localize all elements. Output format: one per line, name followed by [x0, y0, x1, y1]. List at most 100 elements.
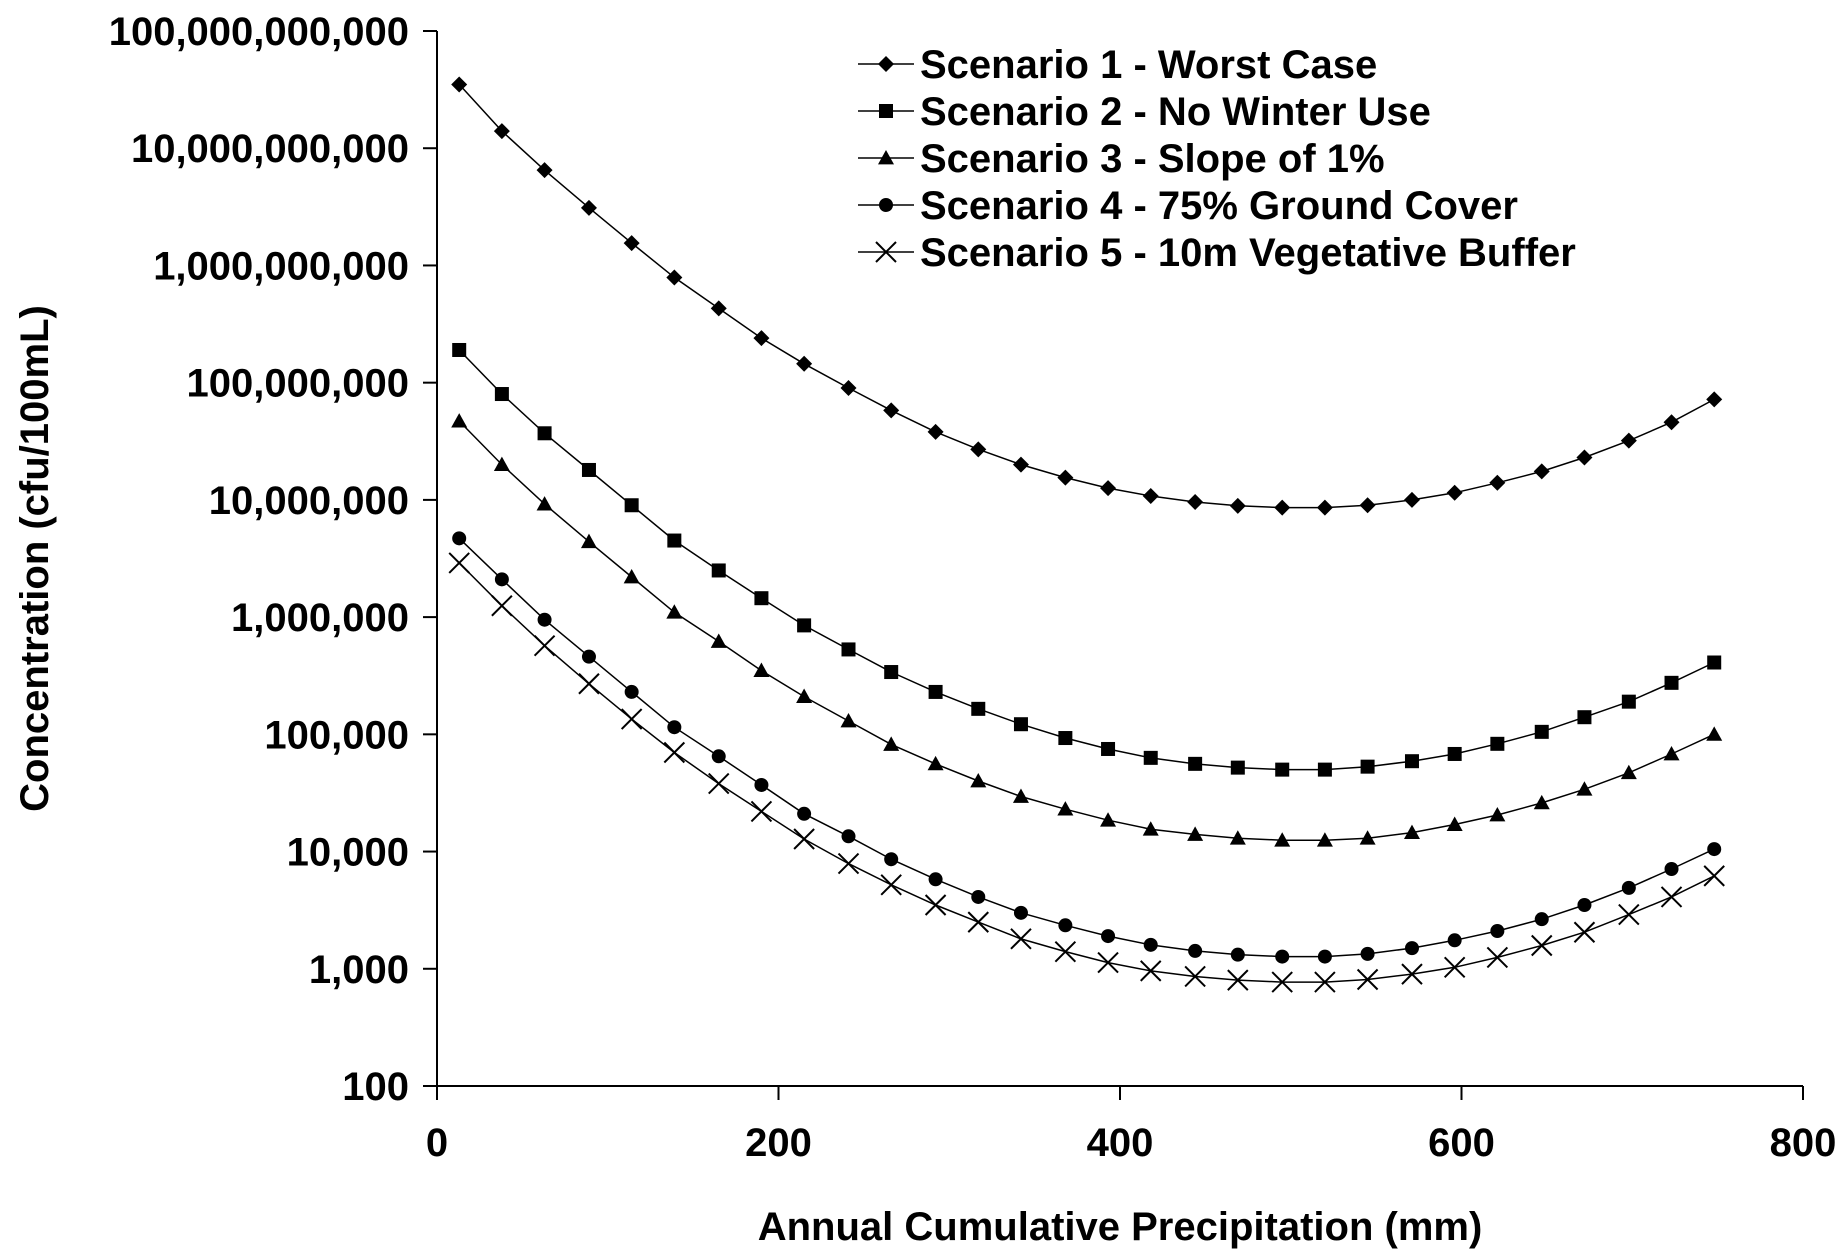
- legend-label: Scenario 2 - No Winter Use: [920, 90, 1431, 134]
- series-2-point: [1058, 731, 1073, 746]
- x-marker-stroke: [1486, 946, 1509, 969]
- series-1-point: [1403, 491, 1420, 508]
- x-marker-stroke: [1271, 971, 1293, 993]
- series-2-point: [1577, 710, 1592, 725]
- series-3-point: [451, 413, 468, 428]
- series-2-point: [1275, 762, 1290, 777]
- legend-item: Scenario 5 - 10m Vegetative Buffer: [858, 231, 1576, 275]
- series-1-point: [1142, 487, 1159, 504]
- series-2-point: [667, 533, 682, 548]
- series-layer: [448, 76, 1725, 993]
- series-1-point: [666, 269, 683, 286]
- series-4-point: [494, 572, 509, 587]
- series-2-point: [1534, 724, 1549, 739]
- series-1: [451, 76, 1723, 516]
- series-2-point: [1143, 750, 1158, 765]
- series-5-point: [1531, 934, 1553, 957]
- x-axis-ticks: 0 200 400 600 800: [426, 1086, 1836, 1165]
- legend-marker: [879, 104, 893, 118]
- x-marker-stroke: [1227, 969, 1249, 991]
- series-3-line: [458, 420, 1715, 841]
- legend-item: Scenario 4 - 75% Ground Cover: [858, 184, 1518, 228]
- x-marker-stroke: [1618, 903, 1640, 926]
- series-1-point: [710, 300, 727, 317]
- legend-marker: [875, 241, 897, 263]
- series-2-point: [884, 665, 899, 680]
- series-1-point: [451, 76, 468, 93]
- series-3-point: [710, 633, 727, 648]
- x-marker-stroke: [1660, 886, 1683, 908]
- series-4-point: [581, 649, 596, 664]
- x-marker-stroke: [533, 635, 556, 657]
- legend-item: Scenario 3 - Slope of 1%: [858, 137, 1385, 181]
- x-marker-stroke: [578, 673, 600, 695]
- series-4-point: [624, 684, 639, 699]
- series-3-point: [1620, 764, 1637, 780]
- series-2-point: [928, 684, 943, 699]
- series-5-point: [750, 800, 773, 823]
- x-marker-stroke: [793, 828, 815, 850]
- series-5-point: [793, 828, 815, 850]
- series-5-point: [1401, 963, 1423, 985]
- x-tick-label: 600: [1428, 1121, 1495, 1165]
- series-1-point: [927, 423, 944, 440]
- series-5-point: [880, 874, 902, 896]
- series-5-point: [1227, 969, 1249, 991]
- y-tick-label: 100,000,000,000: [109, 10, 409, 54]
- series-1-line: [458, 83, 1715, 509]
- series-1-point: [1489, 474, 1506, 491]
- legend-item: Scenario 2 - No Winter Use: [858, 90, 1431, 134]
- series-5-point: [1703, 865, 1725, 887]
- series-3-point: [1489, 807, 1506, 822]
- y-tick-label: 100: [342, 1065, 409, 1109]
- y-tick-label: 10,000,000,000: [131, 127, 409, 171]
- series-5-point: [837, 852, 860, 875]
- series-1-point: [623, 235, 640, 252]
- series-5-point: [708, 772, 730, 795]
- series-4-point: [797, 806, 812, 821]
- x-marker-stroke: [1097, 951, 1119, 974]
- series-3-point: [1012, 788, 1029, 803]
- x-marker-stroke: [1140, 960, 1162, 982]
- x-marker-stroke: [1531, 934, 1553, 957]
- series-2-line: [458, 349, 1715, 771]
- series-4-point: [971, 889, 986, 904]
- series-1-point: [1359, 497, 1376, 514]
- x-marker-stroke: [1443, 956, 1466, 978]
- series-1-point: [1533, 463, 1550, 480]
- series-3-point: [1706, 726, 1723, 741]
- series-4-point: [452, 531, 467, 546]
- series-1-point: [970, 441, 987, 458]
- series-3-point: [1359, 830, 1376, 845]
- x-marker-stroke: [1401, 963, 1423, 985]
- y-tick-label: 10,000: [287, 831, 409, 875]
- series-2-point: [1490, 736, 1505, 751]
- series-1-point: [493, 123, 510, 140]
- series-5-point: [1184, 965, 1206, 988]
- y-axis-title: Concentration (cfu/100mL): [13, 305, 57, 812]
- series-3-point: [1057, 801, 1074, 816]
- series-5-point: [1486, 946, 1509, 969]
- series-4-point: [711, 749, 726, 764]
- series-3-point: [1403, 824, 1420, 840]
- series-1-point: [1100, 480, 1117, 497]
- y-tick-label: 1,000,000: [231, 596, 409, 640]
- series-2-point: [452, 342, 467, 357]
- series-2-point: [1230, 760, 1245, 775]
- series-4-point: [1577, 898, 1592, 913]
- x-marker-stroke: [967, 911, 989, 933]
- legend-label: Scenario 4 - 75% Ground Cover: [920, 184, 1518, 228]
- series-3-point: [1533, 794, 1550, 810]
- series-4-point: [1058, 918, 1073, 933]
- x-marker-stroke: [1703, 865, 1725, 887]
- series-2-point: [1447, 746, 1462, 761]
- series-2-point: [1404, 754, 1419, 769]
- series-4-point: [884, 852, 899, 867]
- series-3-point: [970, 772, 987, 788]
- series-4-point: [537, 612, 552, 627]
- series-5-line: [458, 562, 1715, 983]
- y-tick-label: 1,000,000,000: [153, 244, 409, 288]
- series-2-point: [537, 426, 552, 441]
- legend-label: Scenario 1 - Worst Case: [920, 43, 1377, 87]
